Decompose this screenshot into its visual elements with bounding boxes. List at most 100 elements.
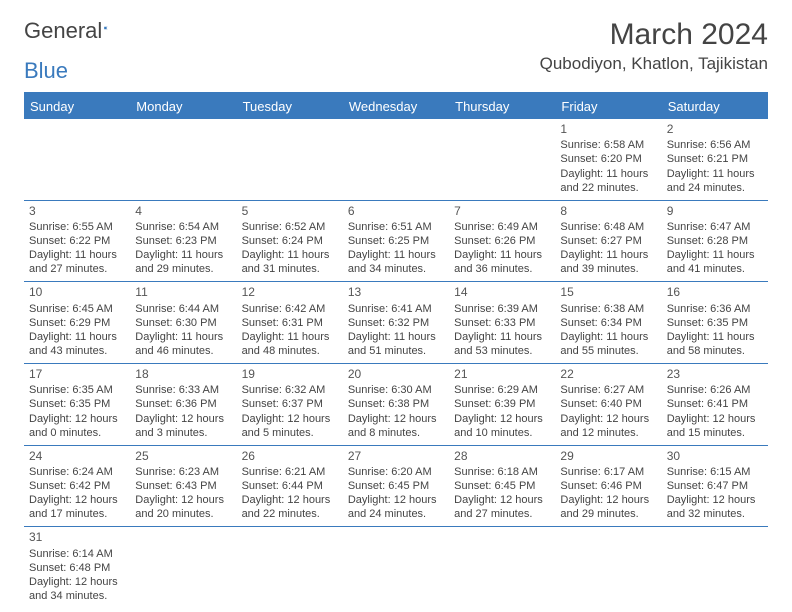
day-sunrise: Sunrise: 6:35 AM (29, 383, 125, 397)
day-sunset: Sunset: 6:29 PM (29, 316, 125, 330)
day-number: 3 (29, 204, 125, 219)
day-sunset: Sunset: 6:44 PM (242, 479, 338, 493)
day-sunrise: Sunrise: 6:48 AM (560, 220, 656, 234)
day-sunrise: Sunrise: 6:24 AM (29, 465, 125, 479)
day-number: 12 (242, 285, 338, 300)
calendar: Sunday Monday Tuesday Wednesday Thursday… (24, 92, 768, 608)
day-cell: 23Sunrise: 6:26 AMSunset: 6:41 PMDayligh… (662, 364, 768, 445)
day-sunrise: Sunrise: 6:26 AM (667, 383, 763, 397)
day-day1: Daylight: 12 hours (29, 493, 125, 507)
day-number: 19 (242, 367, 338, 382)
empty-cell (343, 119, 449, 200)
day-cell: 31 Sunrise: 6:14 AMSunset: 6:48 PMDayligh… (24, 527, 130, 608)
day-sunset: Sunset: 6:20 PM (560, 152, 656, 166)
day-sunset: Sunset: 6:28 PM (667, 234, 763, 248)
day-cell: 16Sunrise: 6:36 AMSunset: 6:35 PMDayligh… (662, 282, 768, 363)
day-number: 11 (135, 285, 231, 300)
day-number: 8 (560, 204, 656, 219)
day-number: 4 (135, 204, 231, 219)
dayname-saturday: Saturday (662, 94, 768, 119)
day-day2: and 10 minutes. (454, 426, 550, 440)
logo-flag-icon (104, 19, 108, 37)
day-day1: Daylight: 11 hours (348, 330, 444, 344)
day-cell: 11Sunrise: 6:44 AMSunset: 6:30 PMDayligh… (130, 282, 236, 363)
day-day2: and 3 minutes. (135, 426, 231, 440)
day-day1: Daylight: 12 hours (348, 493, 444, 507)
day-day2: and 34 minutes. (348, 262, 444, 276)
day-sunset: Sunset: 6:34 PM (560, 316, 656, 330)
dayname-sunday: Sunday (24, 94, 130, 119)
day-sunset: Sunset: 6:35 PM (667, 316, 763, 330)
week-row: 3Sunrise: 6:55 AMSunset: 6:22 PMDaylight… (24, 201, 768, 283)
day-day1: Daylight: 12 hours (135, 493, 231, 507)
day-sunrise: Sunrise: 6:56 AM (667, 138, 763, 152)
day-cell: 22Sunrise: 6:27 AMSunset: 6:40 PMDayligh… (555, 364, 661, 445)
day-sunrise: Sunrise: 6:41 AM (348, 302, 444, 316)
day-sunset: Sunset: 6:39 PM (454, 397, 550, 411)
day-sunrise: Sunrise: 6:27 AM (560, 383, 656, 397)
day-number: 1 (560, 122, 656, 137)
day-sunset: Sunset: 6:48 PM (29, 561, 125, 575)
day-sunrise: Sunrise: 6:45 AM (29, 302, 125, 316)
day-number: 10 (29, 285, 125, 300)
day-number: 16 (667, 285, 763, 300)
dayname-tuesday: Tuesday (237, 94, 343, 119)
day-day1: Daylight: 12 hours (29, 412, 125, 426)
day-day2: and 32 minutes. (667, 507, 763, 521)
day-cell: 3Sunrise: 6:55 AMSunset: 6:22 PMDaylight… (24, 201, 130, 282)
day-number: 22 (560, 367, 656, 382)
day-day2: and 36 minutes. (454, 262, 550, 276)
day-day2: and 17 minutes. (29, 507, 125, 521)
day-day1: Daylight: 12 hours (242, 493, 338, 507)
day-sunset: Sunset: 6:26 PM (454, 234, 550, 248)
day-number: 20 (348, 367, 444, 382)
day-day1: Daylight: 11 hours (242, 330, 338, 344)
day-number: 31 (29, 530, 125, 545)
day-sunrise: Sunrise: 6:44 AM (135, 302, 231, 316)
day-sunset: Sunset: 6:47 PM (667, 479, 763, 493)
day-sunrise: Sunrise: 6:54 AM (135, 220, 231, 234)
day-day1: Daylight: 11 hours (667, 248, 763, 262)
day-day1: Daylight: 12 hours (242, 412, 338, 426)
day-day2: and 22 minutes. (560, 181, 656, 195)
day-sunset: Sunset: 6:21 PM (667, 152, 763, 166)
day-cell: 10Sunrise: 6:45 AMSunset: 6:29 PMDayligh… (24, 282, 130, 363)
day-day2: and 55 minutes. (560, 344, 656, 358)
day-sunrise: Sunrise: 6:42 AM (242, 302, 338, 316)
empty-cell (130, 119, 236, 200)
day-cell: 28Sunrise: 6:18 AMSunset: 6:45 PMDayligh… (449, 446, 555, 527)
day-sunset: Sunset: 6:24 PM (242, 234, 338, 248)
empty-cell (24, 119, 130, 200)
day-day2: and 24 minutes. (348, 507, 444, 521)
day-sunset: Sunset: 6:32 PM (348, 316, 444, 330)
day-day1: Daylight: 11 hours (454, 330, 550, 344)
day-sunset: Sunset: 6:37 PM (242, 397, 338, 411)
day-cell: 9Sunrise: 6:47 AMSunset: 6:28 PMDaylight… (662, 201, 768, 282)
day-sunset: Sunset: 6:45 PM (348, 479, 444, 493)
day-sunrise: Sunrise: 6:14 AM (29, 547, 125, 561)
empty-cell (449, 119, 555, 200)
day-day2: and 34 minutes. (29, 589, 125, 603)
day-sunset: Sunset: 6:38 PM (348, 397, 444, 411)
empty-cell (130, 527, 236, 608)
day-day2: and 27 minutes. (454, 507, 550, 521)
day-number: 18 (135, 367, 231, 382)
day-cell: 17Sunrise: 6:35 AMSunset: 6:35 PMDayligh… (24, 364, 130, 445)
dayname-wednesday: Wednesday (343, 94, 449, 119)
day-day1: Daylight: 12 hours (29, 575, 125, 589)
day-day2: and 24 minutes. (667, 181, 763, 195)
day-cell: 5Sunrise: 6:52 AMSunset: 6:24 PMDaylight… (237, 201, 343, 282)
day-cell: 25Sunrise: 6:23 AMSunset: 6:43 PMDayligh… (130, 446, 236, 527)
day-day1: Daylight: 12 hours (667, 412, 763, 426)
day-day1: Daylight: 12 hours (135, 412, 231, 426)
day-sunrise: Sunrise: 6:33 AM (135, 383, 231, 397)
day-sunset: Sunset: 6:30 PM (135, 316, 231, 330)
day-sunset: Sunset: 6:31 PM (242, 316, 338, 330)
empty-cell (555, 527, 661, 608)
day-sunrise: Sunrise: 6:20 AM (348, 465, 444, 479)
day-day1: Daylight: 12 hours (454, 412, 550, 426)
day-day1: Daylight: 12 hours (560, 412, 656, 426)
day-day1: Daylight: 11 hours (560, 167, 656, 181)
logo-text-blue: Blue (24, 58, 768, 84)
day-number: 26 (242, 449, 338, 464)
